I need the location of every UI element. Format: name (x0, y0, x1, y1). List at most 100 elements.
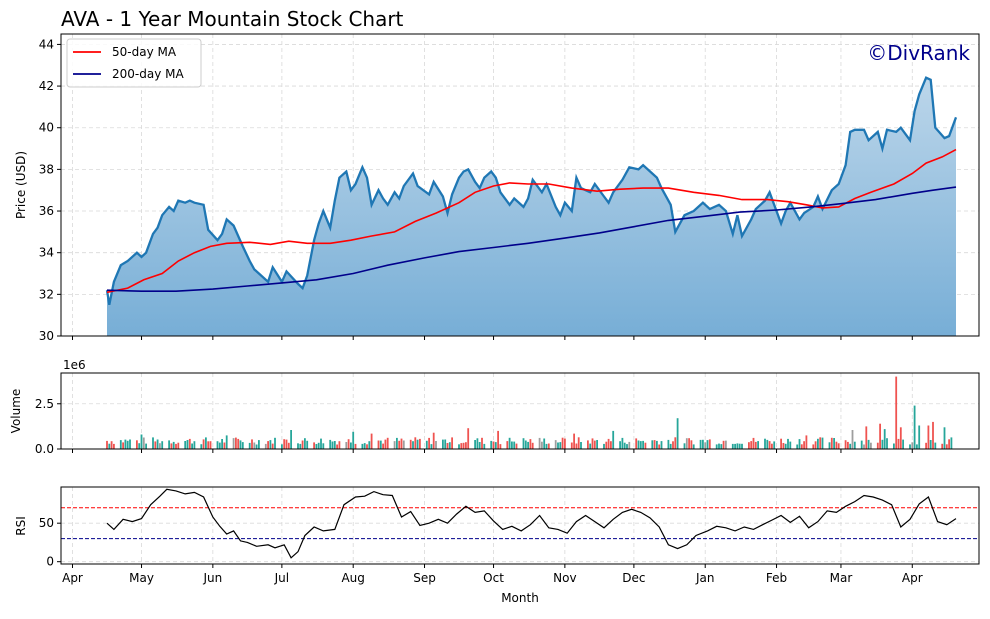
volume-bar (916, 444, 918, 449)
volume-bar (435, 441, 437, 449)
volume-bar (835, 441, 838, 449)
volume-bar (642, 440, 644, 449)
rsi-axes-frame (60, 486, 980, 565)
price-x-ticks (72, 336, 913, 340)
volume-bar (805, 435, 808, 449)
volume-bar (734, 443, 736, 449)
volume-bar (506, 441, 509, 449)
volume-bar (899, 427, 902, 449)
y-tick-label: 34 (39, 246, 54, 260)
y-tick-label: 30 (39, 329, 54, 343)
volume-bar (699, 439, 702, 449)
volume-bar (368, 441, 371, 449)
volume-bar (828, 442, 831, 449)
volume-bar (412, 441, 414, 449)
rsi-line (106, 488, 957, 559)
x-tick-label: Nov (553, 571, 576, 585)
volume-bar (494, 442, 497, 449)
volume-bar (191, 443, 193, 449)
volume-bar (605, 441, 608, 449)
volume-bar (867, 439, 870, 449)
volume-bar (771, 443, 773, 449)
volume-bar (941, 443, 944, 449)
volume-bar (476, 438, 479, 449)
volume-bar (508, 437, 511, 449)
volume-bar (821, 437, 824, 449)
volume-bar (202, 439, 205, 449)
ma200-line (106, 186, 957, 292)
volume-bar (338, 441, 341, 449)
volume-bar (393, 441, 396, 449)
volume-bar (281, 444, 283, 449)
x-tick-label: Jul (274, 571, 289, 585)
volume-bar (934, 442, 937, 449)
volume-bar (237, 438, 240, 449)
volume-bar (660, 441, 663, 449)
y-tick-label: 36 (39, 204, 54, 218)
volume-bar (287, 442, 290, 449)
volume-bar (738, 443, 741, 449)
volume-bar (414, 437, 417, 449)
volume-bar (527, 441, 529, 449)
volume-bar (168, 440, 170, 449)
volume-bar (830, 437, 833, 449)
volume-bar (800, 444, 803, 449)
volume-bar (573, 433, 575, 449)
volume-x-ticks (72, 449, 913, 453)
volume-bar (138, 443, 141, 449)
volume-bar (812, 444, 815, 449)
volume-multiplier: 1e6 (63, 358, 86, 372)
volume-bar (458, 444, 460, 449)
volume-bar (122, 442, 124, 449)
volume-bar (172, 441, 175, 449)
volume-bar (656, 440, 658, 449)
volume-bar (515, 443, 518, 449)
y-tick-label: 32 (39, 287, 54, 301)
volume-bar (787, 438, 789, 449)
volume-bar (274, 437, 276, 449)
volume-bar (106, 440, 108, 449)
volume-bar (425, 440, 428, 449)
y-tick-label: 42 (39, 79, 54, 93)
volume-bar (398, 440, 401, 449)
volume-bar (897, 438, 900, 449)
volume-bar (754, 441, 757, 449)
volume-bar (492, 441, 495, 449)
price-y-axis: 30 32 34 36 38 40 42 44 (39, 37, 61, 343)
volume-bar (706, 440, 709, 449)
volume-bar (419, 438, 421, 449)
month-axis: Apr May Jun Jul Aug Sep Oct Nov Dec Jan Feb Mar Apr (62, 564, 923, 585)
volume-bar (207, 441, 210, 449)
x-axis-label: Month (501, 591, 539, 605)
x-tick-label: Feb (766, 571, 787, 585)
volume-bar (317, 442, 320, 449)
volume-bar (140, 434, 143, 449)
volume-bar (780, 438, 782, 449)
y-tick-label: 0 (46, 555, 54, 569)
volume-bar (612, 430, 615, 449)
volume-bar (913, 405, 916, 449)
volume-bar (870, 442, 872, 449)
volume-bar (722, 440, 725, 449)
volume-bar (460, 443, 463, 449)
volume-bar (145, 443, 147, 449)
volume-bar (704, 442, 707, 449)
volume-bar (154, 441, 157, 449)
volume-bar (741, 443, 743, 449)
volume-bar (658, 444, 661, 449)
volume-bar (950, 437, 953, 449)
volume-bar (757, 441, 759, 449)
y-tick-label: 38 (39, 162, 54, 176)
volume-bar (902, 439, 904, 449)
watermark: ©DivRank (867, 41, 970, 65)
volume-bar (589, 443, 592, 449)
volume-bar (161, 441, 164, 449)
x-tick-label: Mar (830, 571, 853, 585)
volume-bar (322, 443, 325, 449)
volume-gridlines (61, 373, 979, 450)
volume-bar (683, 443, 686, 449)
volume-bar (384, 439, 387, 449)
volume-bar (853, 441, 856, 449)
volume-bar (895, 376, 898, 449)
